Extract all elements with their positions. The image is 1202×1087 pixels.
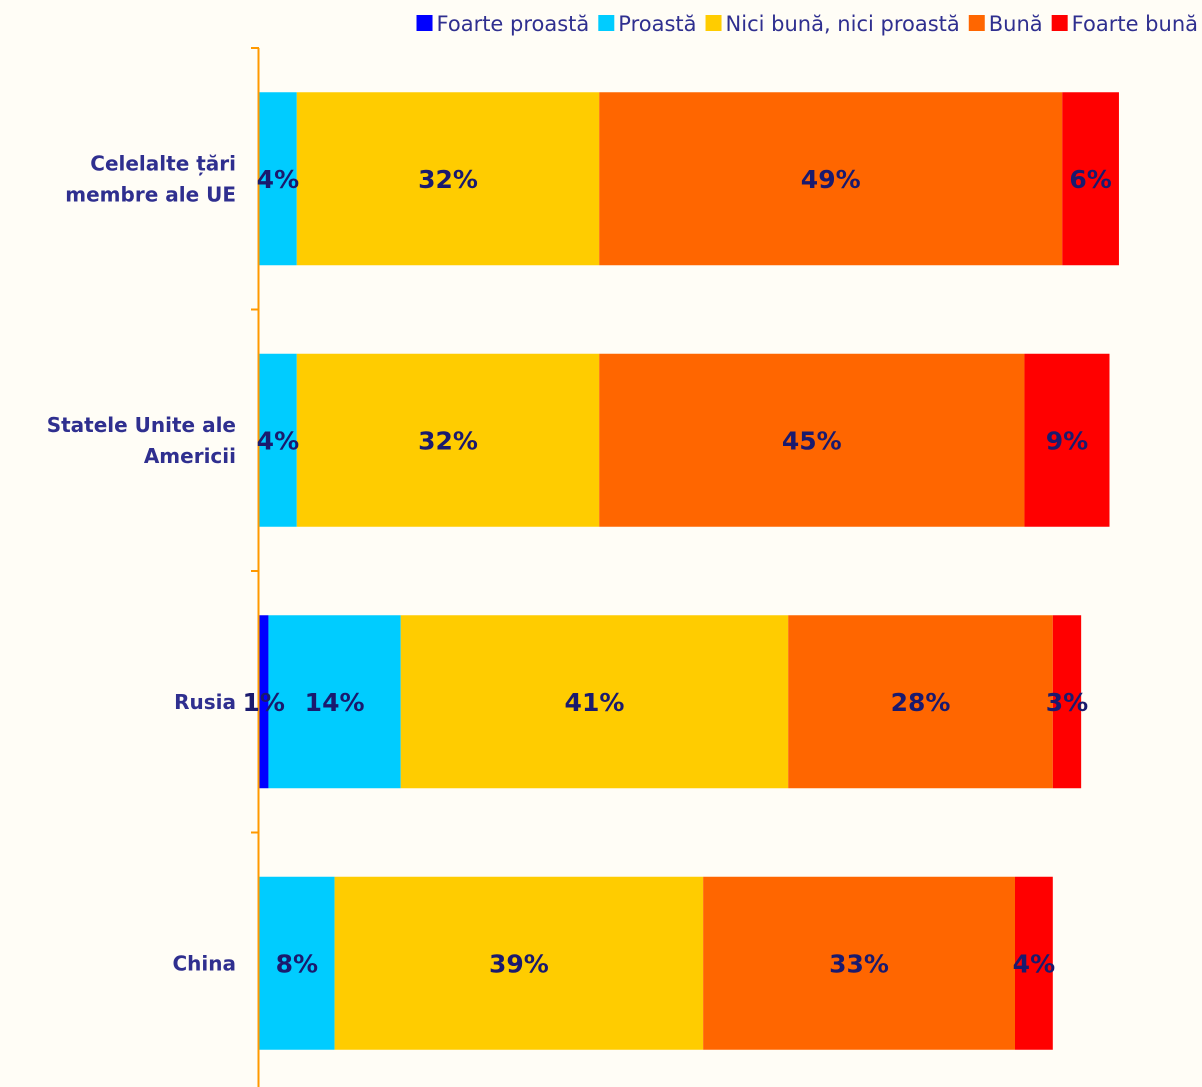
data-label: 6%: [1069, 165, 1111, 194]
bar-segment: [259, 353, 297, 527]
bar-segment: [296, 92, 600, 266]
category-label: Statele Unite ale: [47, 413, 236, 437]
bar-segment: [1015, 876, 1053, 1050]
category-label: Americii: [144, 444, 236, 468]
bar-segment: [296, 353, 600, 527]
legend-label: Nici bună, nici proastă: [726, 12, 960, 36]
chart-bars: [259, 92, 1119, 1050]
legend-swatch: [1051, 15, 1068, 31]
legend-label: Bună: [989, 12, 1043, 36]
data-label: 32%: [418, 426, 478, 455]
legend-swatch: [705, 15, 722, 31]
bar-segment: [1024, 353, 1110, 527]
category-labels: Celelalte țări membre ale UE Statele Unite…: [47, 151, 236, 975]
category-label: Rusia: [174, 690, 236, 714]
legend-label: Proastă: [618, 12, 696, 36]
bar-segment: [1062, 92, 1119, 266]
data-label: 4%: [257, 426, 299, 455]
data-label: 28%: [891, 688, 951, 717]
data-label: 9%: [1046, 426, 1088, 455]
data-label: 4%: [257, 165, 299, 194]
data-label: 14%: [305, 688, 365, 717]
bar-segment: [268, 615, 401, 789]
category-label: membre ale UE: [65, 182, 236, 206]
bar-segment: [703, 876, 1015, 1050]
data-label: 39%: [489, 949, 549, 978]
bar-segment: [259, 876, 335, 1050]
bar-segment: [599, 353, 1025, 527]
data-label: 4%: [1013, 949, 1055, 978]
bar-segment: [334, 876, 704, 1050]
data-label: 45%: [782, 426, 842, 455]
bar-segment: [259, 615, 269, 789]
data-labels: 4% 32% 49% 6% 4% 32% 45% 9% 1% 14% 41% 28% 3% 8% 39% 33…: [242, 165, 1111, 979]
legend-swatch: [968, 15, 985, 31]
data-label: 33%: [829, 949, 889, 978]
bar-segment: [788, 615, 1053, 789]
legend-swatch: [598, 15, 615, 31]
chart-legend: Foarte proastă Proastă Nici bună, nici pro…: [416, 12, 1198, 36]
data-label: 8%: [276, 949, 318, 978]
category-label: China: [172, 951, 236, 975]
data-label: 32%: [418, 165, 478, 194]
data-label: 41%: [565, 688, 625, 717]
legend-label: Foarte bună: [1072, 12, 1198, 36]
data-label: 3%: [1046, 688, 1088, 717]
data-label: 49%: [801, 165, 861, 194]
category-axis: [251, 47, 260, 1087]
legend-swatch: [416, 15, 433, 31]
bar-segment: [599, 92, 1063, 266]
data-label: 1%: [242, 688, 284, 717]
bar-segment: [1052, 615, 1082, 789]
bar-segment: [259, 92, 297, 266]
legend-label: Foarte proastă: [437, 12, 590, 36]
bar-segment: [400, 615, 789, 789]
category-label: Celelalte țări: [90, 151, 236, 175]
